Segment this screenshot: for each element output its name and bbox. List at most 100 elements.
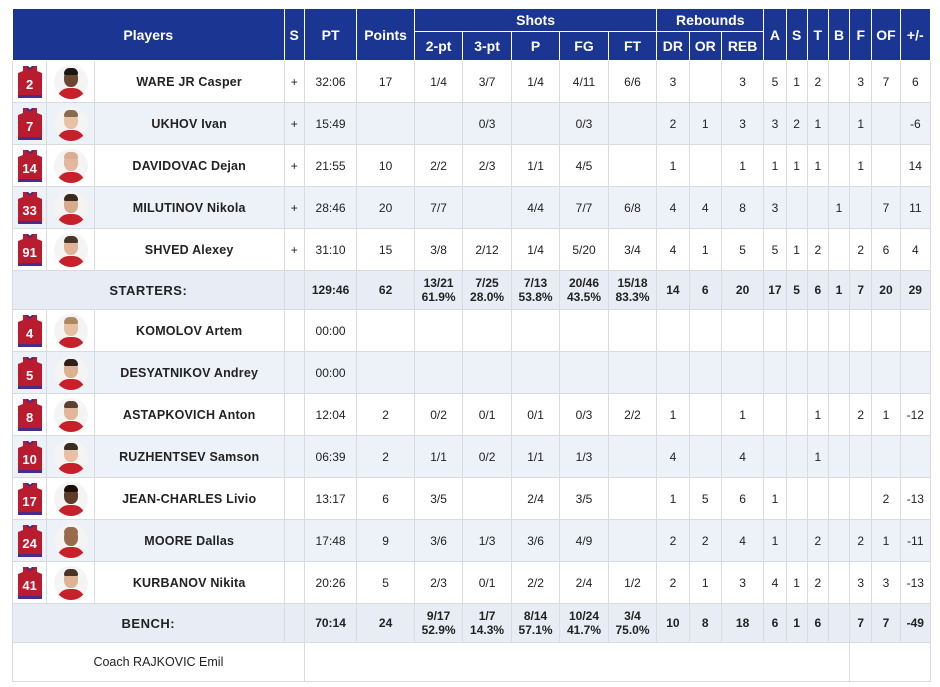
stat-steals: 1 bbox=[785, 60, 808, 103]
stat-playtime: 129:46 bbox=[303, 270, 358, 310]
stat-steals bbox=[785, 186, 808, 229]
col-playtime[interactable]: PT bbox=[303, 8, 358, 61]
col-points[interactable]: Points bbox=[356, 8, 415, 61]
stat-playtime: 28:46 bbox=[303, 186, 358, 229]
col-ft[interactable]: FT bbox=[607, 31, 658, 61]
player-photo[interactable] bbox=[53, 313, 88, 348]
bench-total-row: BENCH: 70:14 24 9/17 52.9% 1/7 14.3% 8/14 57.1% 1… bbox=[12, 603, 932, 643]
stat-turnovers: 1 bbox=[806, 144, 829, 187]
col-blocks[interactable]: B bbox=[827, 8, 851, 61]
stat-reb: 5 bbox=[720, 228, 765, 271]
stat-or: 4 bbox=[688, 186, 722, 229]
stat-starter: + bbox=[283, 186, 305, 229]
stat-starter: + bbox=[283, 102, 305, 145]
col-assists[interactable]: A bbox=[763, 8, 787, 61]
stat-starter bbox=[283, 519, 305, 562]
player-photo[interactable] bbox=[53, 397, 88, 432]
player-photo[interactable] bbox=[53, 106, 88, 141]
player-photo[interactable] bbox=[53, 439, 88, 474]
stat-turnovers: 2 bbox=[806, 519, 829, 562]
player-photo[interactable] bbox=[53, 190, 88, 225]
player-name[interactable]: KURBANOV Nikita bbox=[93, 561, 285, 604]
jersey-icon: 41 bbox=[17, 566, 42, 599]
percentage: 52.9% bbox=[421, 623, 456, 637]
stat-assists bbox=[763, 435, 787, 478]
stat-fg: 4/5 bbox=[559, 144, 609, 187]
percentage: 83.3% bbox=[615, 290, 650, 304]
player-name[interactable]: UKHOV Ivan bbox=[93, 102, 285, 145]
player-name[interactable]: WARE JR Casper bbox=[93, 60, 285, 103]
stat-fouls bbox=[849, 309, 873, 352]
stat-fg bbox=[559, 351, 609, 394]
player-name[interactable]: RUZHENTSEV Samson bbox=[93, 435, 285, 478]
stat-plus-minus bbox=[899, 435, 932, 478]
stat-3pt: 1/3 bbox=[462, 519, 512, 562]
jersey-number: 2 bbox=[26, 76, 34, 92]
stat-steals: 1 bbox=[785, 561, 808, 604]
player-photo[interactable] bbox=[53, 481, 88, 516]
player-name[interactable]: DESYATNIKOV Andrey bbox=[93, 351, 285, 394]
stat-plus-minus: -13 bbox=[899, 561, 932, 604]
table-body: 2 WARE JR Casper +32:06 17 1/4 3/7 1/4 4/11 6/6 3… bbox=[11, 60, 932, 682]
player-name[interactable]: DAVIDOVAC Dejan bbox=[93, 144, 285, 187]
stat-2pt: 1/4 bbox=[413, 60, 464, 103]
col-plus-minus[interactable]: +/- bbox=[899, 8, 932, 61]
col-dr[interactable]: DR bbox=[656, 31, 690, 61]
player-name[interactable]: MILUTINOV Nikola bbox=[93, 186, 285, 229]
jersey-cell: 33 bbox=[11, 186, 48, 229]
coach-name: Coach RAJKOVIC Emil bbox=[12, 642, 305, 682]
player-photo[interactable] bbox=[53, 355, 88, 390]
jersey-icon: 17 bbox=[17, 482, 42, 515]
stat-reb: 1 bbox=[720, 393, 765, 436]
player-name[interactable]: JEAN-CHARLES Livio bbox=[93, 477, 285, 520]
stat-3pt bbox=[462, 477, 512, 520]
stat-assists: 3 bbox=[763, 186, 787, 229]
percentage: 41.7% bbox=[566, 623, 602, 637]
stat-fouls: 3 bbox=[849, 60, 873, 103]
made-attempted: 3/4 bbox=[624, 609, 641, 623]
player-photo[interactable] bbox=[53, 148, 88, 183]
stat-3pt bbox=[462, 309, 512, 352]
player-photo[interactable] bbox=[53, 523, 88, 558]
jersey-number: 24 bbox=[22, 535, 37, 551]
col-p[interactable]: P bbox=[510, 31, 561, 61]
stat-points: 24 bbox=[356, 603, 415, 643]
stat-fouls: 2 bbox=[849, 393, 873, 436]
stat-dr: 4 bbox=[656, 228, 690, 271]
col-steals[interactable]: S bbox=[785, 8, 808, 61]
jersey-icon: 7 bbox=[17, 107, 42, 140]
player-photo[interactable] bbox=[53, 64, 88, 99]
col-fg[interactable]: FG bbox=[559, 31, 609, 61]
stat-fg: 4/11 bbox=[559, 60, 609, 103]
stat-or bbox=[688, 393, 722, 436]
player-name[interactable]: MOORE Dallas bbox=[93, 519, 285, 562]
stat-turnovers: 6 bbox=[806, 270, 829, 310]
stat-blocks bbox=[827, 393, 851, 436]
col-or[interactable]: OR bbox=[688, 31, 722, 61]
col-turnovers[interactable]: T bbox=[806, 8, 829, 61]
col-players[interactable]: Players bbox=[12, 8, 285, 61]
player-row: 4 KOMOLOV Artem 00:00 bbox=[11, 309, 932, 352]
stat-3pt: 2/3 bbox=[462, 144, 512, 187]
col-2pt[interactable]: 2-pt bbox=[413, 31, 464, 61]
player-name[interactable]: SHVED Alexey bbox=[93, 228, 285, 271]
stat-dr: 10 bbox=[656, 603, 690, 643]
stat-playtime: 00:00 bbox=[303, 351, 358, 394]
col-fouls[interactable]: F bbox=[849, 8, 873, 61]
stat-or: 5 bbox=[688, 477, 722, 520]
col-reb[interactable]: REB bbox=[720, 31, 765, 61]
stat-fg: 10/24 41.7% bbox=[559, 603, 609, 643]
player-name[interactable]: KOMOLOV Artem bbox=[93, 309, 285, 352]
stat-fg: 4/9 bbox=[559, 519, 609, 562]
stat-plus-minus: 29 bbox=[899, 270, 932, 310]
player-name[interactable]: ASTAPKOVICH Anton bbox=[93, 393, 285, 436]
made-attempted: 7/25 bbox=[475, 276, 499, 290]
player-photo[interactable] bbox=[53, 565, 88, 600]
stat-points: 9 bbox=[356, 519, 415, 562]
jersey-cell: 41 bbox=[11, 561, 48, 604]
player-row: 33 MILUTINOV Nikola +28:46 20 7/7 4/4 7/7 6/8 4 4… bbox=[11, 186, 932, 229]
col-starter[interactable]: S bbox=[283, 8, 305, 61]
col-opp-fouls[interactable]: OF bbox=[871, 8, 901, 61]
player-photo[interactable] bbox=[53, 232, 88, 267]
col-3pt[interactable]: 3-pt bbox=[462, 31, 512, 61]
